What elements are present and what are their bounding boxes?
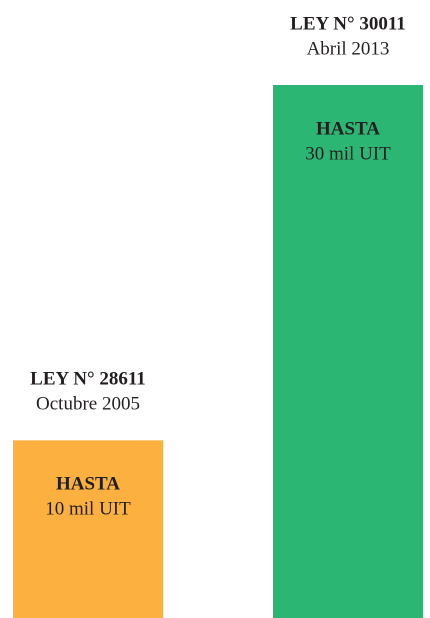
category-label: LEY N° 30011: [290, 13, 406, 34]
bar-prefix: HASTA: [56, 474, 120, 495]
value-label: 10 mil UIT: [45, 499, 131, 520]
bar: [13, 440, 163, 618]
category-label: LEY N° 28611: [30, 369, 146, 390]
date-label: Abril 2013: [307, 38, 390, 59]
date-label: Octubre 2005: [36, 394, 140, 415]
bar-prefix: HASTA: [316, 118, 380, 139]
bar: [273, 85, 423, 618]
value-label: 30 mil UIT: [305, 143, 391, 164]
